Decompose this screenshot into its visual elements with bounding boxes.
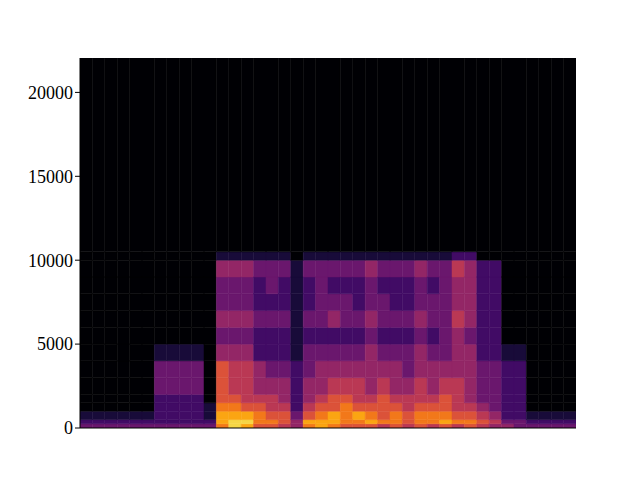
svg-text:0: 0	[64, 418, 73, 438]
svg-text:15000: 15000	[28, 167, 73, 187]
svg-text:5000: 5000	[37, 334, 73, 354]
svg-text:20000: 20000	[28, 83, 73, 103]
svg-text:10000: 10000	[28, 251, 73, 271]
